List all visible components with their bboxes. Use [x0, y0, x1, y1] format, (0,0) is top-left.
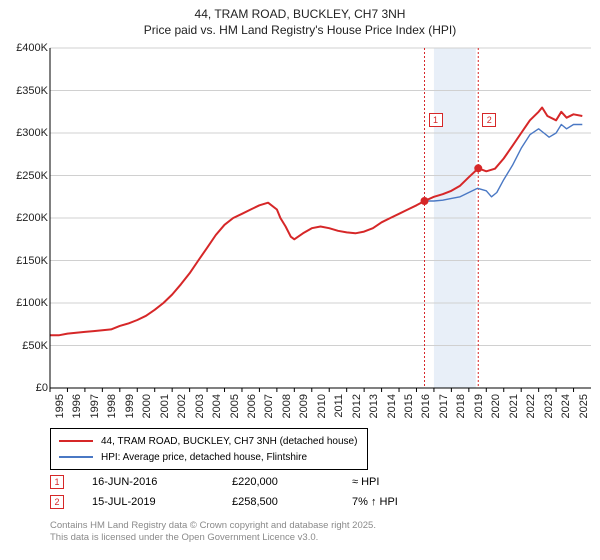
title-line-2: Price paid vs. HM Land Registry's House … [0, 22, 600, 38]
y-tick-label: £100K [16, 297, 48, 309]
chart-svg [50, 48, 591, 393]
x-tick-label: 2002 [176, 394, 188, 418]
x-tick-label: 2013 [368, 394, 380, 418]
x-tick-label: 2016 [420, 394, 432, 418]
chart-container: 44, TRAM ROAD, BUCKLEY, CH7 3NH Price pa… [0, 0, 600, 560]
x-tick-label: 2014 [386, 394, 398, 418]
x-tick-label: 1997 [89, 394, 101, 418]
y-tick-label: £200K [16, 212, 48, 224]
y-tick-label: £150K [16, 255, 48, 267]
x-tick-label: 2025 [578, 394, 590, 418]
x-tick-label: 2023 [543, 394, 555, 418]
legend-label: 44, TRAM ROAD, BUCKLEY, CH7 3NH (detache… [101, 436, 357, 447]
x-tick-label: 2004 [211, 394, 223, 418]
footer-line-2: This data is licensed under the Open Gov… [50, 532, 376, 544]
x-tick-label: 2005 [229, 394, 241, 418]
legend-swatch [59, 440, 93, 442]
sale-row: 2 15-JUL-2019£258,5007% ↑ HPI [50, 492, 472, 512]
x-tick-label: 2011 [333, 394, 345, 418]
sale-date: 15-JUL-2019 [92, 496, 232, 508]
legend: 44, TRAM ROAD, BUCKLEY, CH7 3NH (detache… [50, 428, 368, 470]
sale-marker-on-chart: 1 [429, 113, 443, 127]
sale-date: 16-JUN-2016 [92, 476, 232, 488]
x-tick-label: 2020 [490, 394, 502, 418]
x-tick-label: 2019 [473, 394, 485, 418]
y-tick-label: £300K [16, 127, 48, 139]
x-tick-label: 2024 [560, 394, 572, 418]
legend-item: 44, TRAM ROAD, BUCKLEY, CH7 3NH (detache… [59, 433, 357, 449]
x-tick-label: 2008 [281, 394, 293, 418]
footer-line-1: Contains HM Land Registry data © Crown c… [50, 520, 376, 532]
x-tick-label: 1999 [124, 394, 136, 418]
sale-price: £258,500 [232, 496, 352, 508]
y-tick-label: £400K [16, 42, 48, 54]
x-tick-label: 2017 [438, 394, 450, 418]
sale-price: £220,000 [232, 476, 352, 488]
sale-marker: 1 [50, 475, 64, 489]
x-tick-label: 2012 [351, 394, 363, 418]
sale-marker-on-chart: 2 [482, 113, 496, 127]
y-tick-label: £250K [16, 170, 48, 182]
legend-label: HPI: Average price, detached house, Flin… [101, 452, 307, 463]
title-line-1: 44, TRAM ROAD, BUCKLEY, CH7 3NH [0, 6, 600, 22]
chart-title: 44, TRAM ROAD, BUCKLEY, CH7 3NH Price pa… [0, 0, 600, 38]
x-tick-label: 1995 [54, 394, 66, 418]
sale-marker: 2 [50, 495, 64, 509]
chart-plot-area [50, 48, 591, 388]
x-tick-label: 2006 [246, 394, 258, 418]
legend-item: HPI: Average price, detached house, Flin… [59, 449, 357, 465]
legend-swatch [59, 456, 93, 458]
x-tick-label: 2015 [403, 394, 415, 418]
sales-table: 1 16-JUN-2016£220,000≈ HPI 2 15-JUL-2019£25… [50, 472, 472, 512]
x-tick-label: 2022 [525, 394, 537, 418]
x-tick-label: 2000 [141, 394, 153, 418]
y-tick-label: £350K [16, 85, 48, 97]
x-tick-label: 2007 [263, 394, 275, 418]
x-tick-label: 2010 [316, 394, 328, 418]
sale-delta: 7% ↑ HPI [352, 496, 472, 508]
y-tick-label: £0 [36, 382, 48, 394]
x-tick-label: 2003 [194, 394, 206, 418]
x-tick-label: 2001 [159, 394, 171, 418]
x-tick-label: 2018 [455, 394, 467, 418]
footer-attribution: Contains HM Land Registry data © Crown c… [50, 520, 376, 545]
x-tick-label: 1996 [71, 394, 83, 418]
y-tick-label: £50K [22, 340, 48, 352]
sale-delta: ≈ HPI [352, 476, 472, 488]
x-tick-label: 2009 [298, 394, 310, 418]
sale-row: 1 16-JUN-2016£220,000≈ HPI [50, 472, 472, 492]
x-tick-label: 2021 [508, 394, 520, 418]
x-tick-label: 1998 [106, 394, 118, 418]
